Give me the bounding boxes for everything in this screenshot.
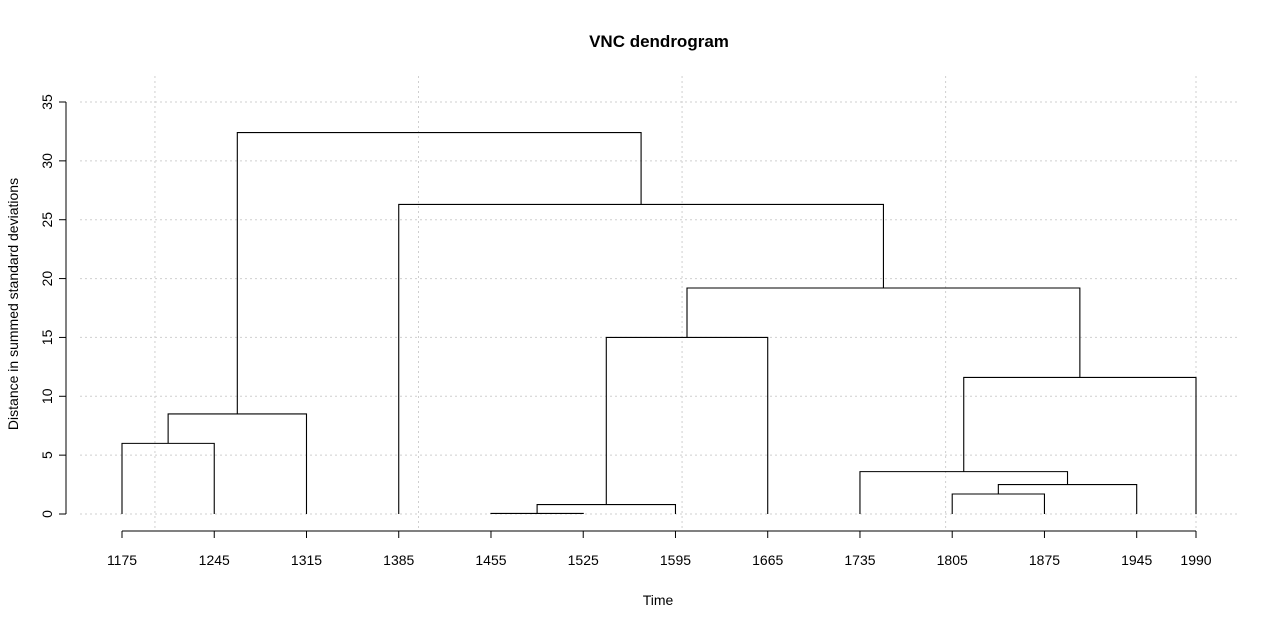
dendrogram-link xyxy=(236,132,642,414)
x-tick-label: 1875 xyxy=(1029,552,1060,568)
dendrogram-link xyxy=(997,484,1138,514)
x-axis: 1175 1245 1315 1385 1455 1525 1595 1665 1735 1805… xyxy=(107,530,1212,568)
dendrogram-link xyxy=(536,504,677,514)
y-tick-label: 10 xyxy=(39,388,55,404)
x-tick-label: 1990 xyxy=(1180,552,1211,568)
x-tick-label: 1175 xyxy=(107,552,137,568)
x-tick-label: 1525 xyxy=(568,552,599,568)
chart-title: VNC dendrogram xyxy=(589,32,729,51)
y-axis: 0 5 10 15 20 25 30 35 xyxy=(39,94,67,518)
x-tick-label: 1665 xyxy=(752,552,783,568)
dendrogram-link xyxy=(605,336,769,514)
grid xyxy=(80,76,1240,531)
x-tick-label: 1805 xyxy=(937,552,968,568)
x-tick-label: 1315 xyxy=(291,552,322,568)
x-tick-label: 1735 xyxy=(844,552,875,568)
x-tick-label: 1595 xyxy=(660,552,691,568)
y-tick-label: 30 xyxy=(39,153,55,169)
dendrogram-link xyxy=(398,203,884,514)
dendrogram-links xyxy=(121,132,1197,514)
y-tick-label: 5 xyxy=(39,451,55,459)
y-tick-label: 35 xyxy=(39,94,55,110)
dendrogram-link xyxy=(167,413,308,514)
y-tick-label: 25 xyxy=(39,212,55,228)
dendrogram-link xyxy=(121,442,215,514)
x-tick-label: 1245 xyxy=(199,552,230,568)
x-tick-label: 1385 xyxy=(383,552,414,568)
x-tick-label: 1455 xyxy=(475,552,506,568)
dendrogram-link xyxy=(859,471,1069,514)
y-tick-label: 20 xyxy=(39,271,55,287)
y-tick-label: 15 xyxy=(39,329,55,345)
y-axis-label: Distance in summed standard deviations xyxy=(5,178,21,430)
dendrogram-link xyxy=(951,493,1045,514)
dendrogram-link xyxy=(490,512,584,514)
x-tick-label: 1945 xyxy=(1121,552,1152,568)
x-axis-label: Time xyxy=(643,592,674,608)
y-tick-label: 0 xyxy=(39,510,55,518)
dendrogram-link xyxy=(686,287,1081,378)
